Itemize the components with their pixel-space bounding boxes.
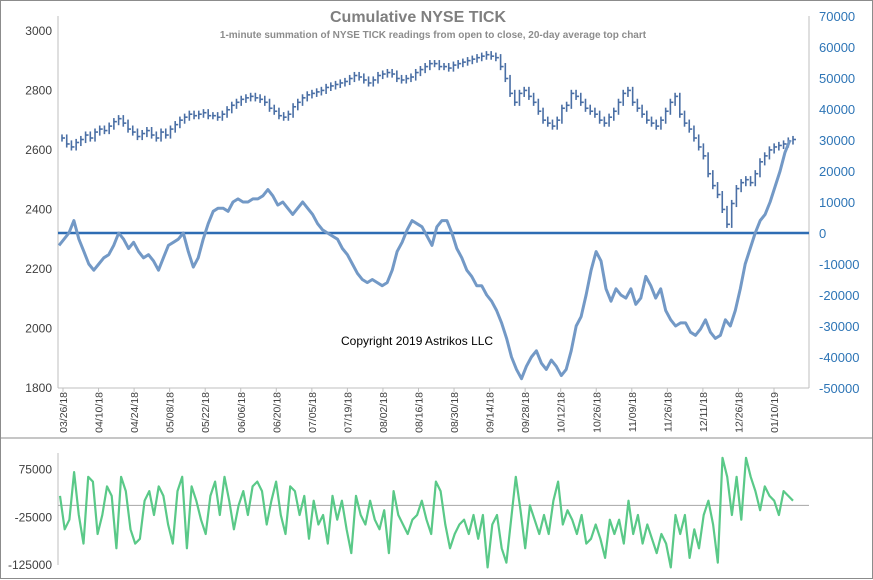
- right-tick-label: 70000: [819, 9, 855, 24]
- right-tick-label: 0: [819, 226, 826, 241]
- bottom-tick-label: -25000: [15, 510, 53, 524]
- x-tick-label: 08/02/18: [378, 392, 390, 433]
- x-tick-label: 06/20/18: [271, 392, 283, 433]
- right-tick-label: -10000: [819, 257, 859, 272]
- x-tick-label: 09/28/18: [520, 392, 532, 433]
- x-tick-label: 06/06/18: [236, 392, 248, 433]
- right-tick-label: 50000: [819, 71, 855, 86]
- chart-subtitle: 1-minute summation of NYSE TICK readings…: [220, 30, 647, 41]
- x-tick-label: 04/24/18: [129, 392, 141, 433]
- right-tick-label: 10000: [819, 195, 855, 210]
- right-tick-label: -50000: [819, 381, 859, 396]
- right-tick-label: -20000: [819, 288, 859, 303]
- left-tick-label: 1800: [25, 381, 52, 395]
- bottom-series-line: [58, 456, 794, 569]
- chart-title: Cumulative NYSE TICK: [330, 9, 506, 26]
- right-tick-label: 20000: [819, 164, 855, 179]
- bottom-plot-area: [58, 456, 794, 569]
- x-tick-label: 01/10/19: [769, 392, 781, 433]
- average-line: [57, 139, 792, 381]
- left-tick-label: 2000: [25, 321, 52, 335]
- left-axis: 1800 2000 2200 2400 2600 2800 3000: [25, 16, 59, 395]
- bottom-tick-label: 75000: [19, 463, 53, 477]
- right-tick-label: -30000: [819, 319, 859, 334]
- right-tick-label: -40000: [819, 350, 859, 365]
- right-tick-label: 30000: [819, 133, 855, 148]
- x-tick-label: 10/12/18: [556, 392, 568, 433]
- left-tick-label: 2400: [25, 202, 52, 216]
- x-tick-label: 04/10/18: [94, 392, 106, 433]
- x-tick-label: 11/26/18: [662, 392, 674, 432]
- x-tick-label: 05/08/18: [165, 392, 177, 433]
- right-axis: -50000 -40000 -30000 -20000 -10000 0 10000 2000…: [808, 9, 859, 396]
- x-axis: 03/26/18 04/10/18 04/24/18 05/08/18 05/22/18…: [58, 387, 809, 433]
- left-tick-label: 3000: [25, 24, 52, 38]
- bottom-tick-label: -125000: [8, 558, 52, 572]
- x-tick-label: 09/14/18: [485, 392, 497, 433]
- left-tick-label: 2600: [25, 143, 52, 157]
- copyright-annotation: Copyright 2019 Astrikos LLC: [341, 334, 493, 348]
- x-tick-label: 08/30/18: [449, 392, 461, 433]
- x-tick-label: 10/26/18: [591, 392, 603, 433]
- left-tick-label: 2200: [25, 262, 52, 276]
- x-tick-label: 12/26/18: [733, 392, 745, 433]
- x-tick-label: 07/05/18: [307, 392, 319, 433]
- x-tick-label: 11/09/18: [627, 392, 639, 432]
- x-tick-label: 08/16/18: [414, 392, 426, 433]
- x-tick-label: 03/26/18: [58, 392, 70, 433]
- left-tick-label: 2800: [25, 83, 52, 97]
- top-plot-area: [57, 51, 809, 381]
- right-tick-label: 40000: [819, 102, 855, 117]
- x-tick-label: 07/19/18: [342, 392, 354, 433]
- x-tick-label: 05/22/18: [200, 392, 212, 433]
- right-tick-label: 60000: [819, 40, 855, 55]
- x-tick-label: 12/11/18: [698, 392, 710, 432]
